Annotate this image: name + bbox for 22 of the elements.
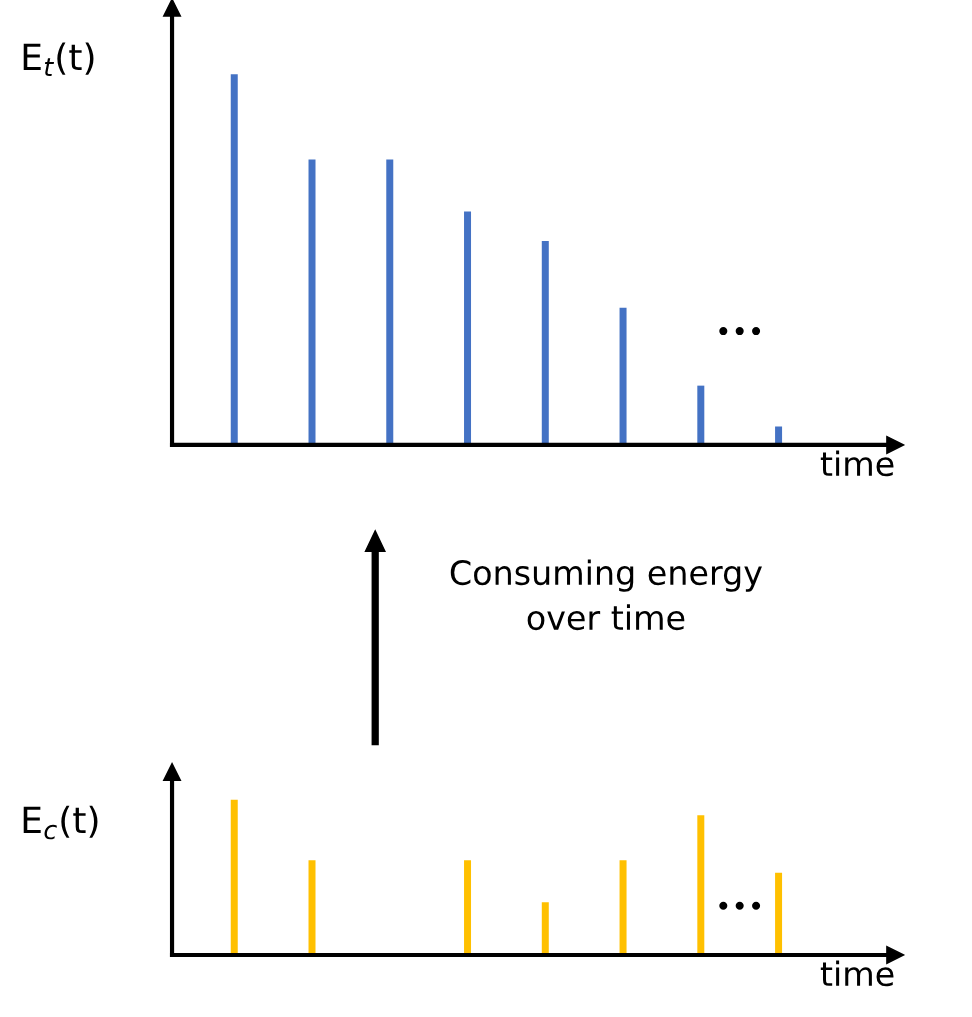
- annotation: •••: [719, 327, 761, 336]
- bar: [541, 902, 549, 955]
- bar: [308, 159, 316, 445]
- x-axis-title: time: [820, 450, 894, 477]
- bar: [230, 74, 238, 445]
- bar: [464, 860, 472, 955]
- bar: [541, 241, 549, 445]
- bar: [775, 872, 783, 955]
- bar: [697, 815, 705, 955]
- annotation: •••: [719, 901, 761, 910]
- bar: [619, 307, 627, 445]
- bar: [230, 799, 238, 955]
- x-axis-title: time: [820, 960, 894, 987]
- text: Consuming energy over time: [450, 559, 762, 631]
- bar: [386, 159, 394, 445]
- bar: [619, 860, 627, 955]
- bar: [775, 426, 783, 445]
- y-axis-title: E$_{c}$(t): [23, 805, 98, 840]
- bar: [697, 385, 705, 445]
- bar: [464, 211, 472, 445]
- bar: [308, 860, 316, 955]
- y-axis-title: E$_{t}$(t): [23, 42, 94, 76]
